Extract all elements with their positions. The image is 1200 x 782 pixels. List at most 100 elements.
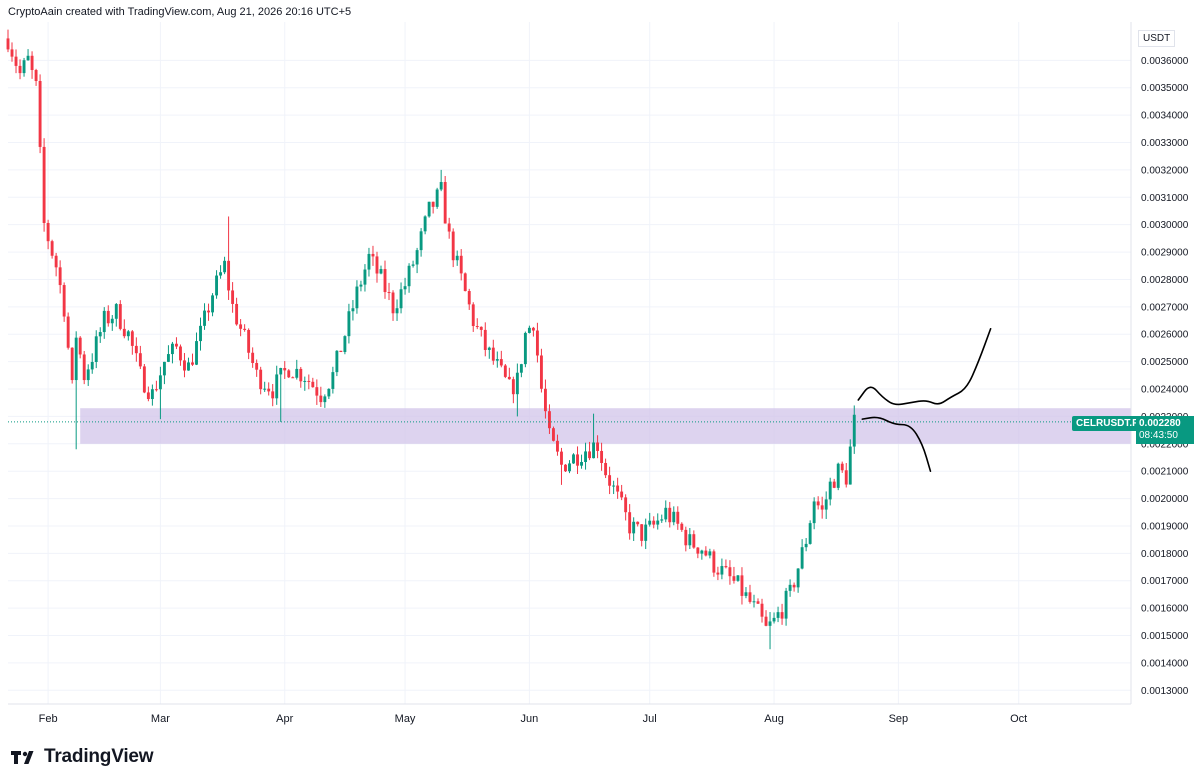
candle-body xyxy=(812,501,816,524)
candle-body xyxy=(291,377,295,379)
price-tick-label: 0.0027000 xyxy=(1141,302,1189,313)
candle-body xyxy=(142,366,146,393)
candle-body xyxy=(543,388,547,412)
candle-body xyxy=(620,491,624,498)
price-tick-label: 0.0028000 xyxy=(1141,275,1189,286)
candle-body xyxy=(90,361,94,370)
candle-body xyxy=(150,389,154,400)
brand[interactable]: TradingView xyxy=(10,744,154,770)
candle-body xyxy=(415,250,419,265)
candle-body xyxy=(568,463,571,472)
candle-body xyxy=(455,255,459,261)
candle-body xyxy=(844,470,848,485)
candle-body xyxy=(22,60,26,74)
candle-body xyxy=(122,328,126,337)
candle-body xyxy=(832,481,836,488)
candle-body xyxy=(255,362,259,370)
candle-body xyxy=(820,505,824,510)
candle-body xyxy=(70,347,74,381)
time-axis[interactable]: Feb Mar Apr May Jun Jul Aug Sep Oct xyxy=(39,713,1028,725)
candle-body xyxy=(134,345,138,354)
projection-path[interactable] xyxy=(857,327,992,406)
candle-body xyxy=(175,343,178,347)
candle-body xyxy=(495,359,499,361)
candle-body xyxy=(158,375,162,390)
candle-body xyxy=(138,353,142,367)
candle-body xyxy=(395,308,399,314)
candle-body xyxy=(535,330,539,356)
support-zone[interactable] xyxy=(80,408,1131,444)
price-tick-label: 0.0020000 xyxy=(1141,494,1189,505)
price-tick-label: 0.0013000 xyxy=(1141,686,1189,697)
candle-body xyxy=(419,231,423,251)
price-tick-label: 0.0029000 xyxy=(1141,248,1189,259)
candle-body xyxy=(303,380,307,382)
last-price-tag[interactable]: 0.002280 08:43:50 xyxy=(1136,416,1194,444)
price-tick-label: 0.0015000 xyxy=(1141,631,1189,642)
projection-path[interactable] xyxy=(861,416,932,472)
candle-body xyxy=(78,337,82,355)
candle-body xyxy=(676,511,680,524)
candle-body xyxy=(166,354,170,362)
candle-body xyxy=(287,370,291,378)
candle-body xyxy=(187,362,190,371)
last-price-value: 0.002280 xyxy=(1139,418,1181,429)
candle-body xyxy=(114,304,118,319)
candle-body xyxy=(435,189,439,207)
time-tick-label: Jun xyxy=(521,713,539,725)
candle-body xyxy=(596,442,600,451)
candle-body xyxy=(18,65,22,74)
candle-body xyxy=(279,368,283,375)
candle-body xyxy=(335,350,339,373)
candle-body xyxy=(515,372,519,395)
candle-body xyxy=(110,318,114,324)
time-tick-label: Sep xyxy=(889,713,909,725)
candle-body xyxy=(331,372,335,389)
candle-body xyxy=(259,369,263,390)
price-axis[interactable]: 0.0013000 0.0014000 0.0015000 0.0016000 0.00… xyxy=(1141,56,1189,697)
candle-body xyxy=(243,328,247,330)
candle-body xyxy=(126,331,130,337)
price-tick-label: 0.0018000 xyxy=(1141,549,1189,560)
candle-body xyxy=(263,388,267,390)
price-tick-label: 0.0024000 xyxy=(1141,385,1189,396)
price-tick-label: 0.0033000 xyxy=(1141,138,1189,149)
candle-body xyxy=(387,292,391,294)
time-tick-label: Jul xyxy=(643,713,657,725)
candle-body xyxy=(299,368,303,382)
candle-body xyxy=(38,80,42,147)
candle-body xyxy=(355,286,359,309)
candle-body xyxy=(82,354,86,381)
candle-body xyxy=(704,550,708,556)
candle-body xyxy=(319,395,323,403)
candle-body xyxy=(154,389,158,391)
chart-attribution: CryptoAain created with TradingView.com,… xyxy=(8,6,352,18)
candle-body xyxy=(772,617,776,622)
candle-body xyxy=(323,396,327,403)
candle-body xyxy=(756,601,760,604)
price-tick-label: 0.0034000 xyxy=(1141,111,1189,122)
candle-body xyxy=(840,463,844,471)
currency-label[interactable]: USDT xyxy=(1138,30,1176,47)
candle-body xyxy=(311,381,315,388)
candle-body xyxy=(764,616,768,626)
price-tick-label: 0.0035000 xyxy=(1141,83,1189,94)
candle-body xyxy=(14,56,18,66)
candle-body xyxy=(800,547,804,569)
candle-body xyxy=(552,428,555,441)
price-tick-label: 0.0030000 xyxy=(1141,220,1189,231)
candle-body xyxy=(716,572,720,575)
price-tick-label: 0.0036000 xyxy=(1141,56,1189,67)
candle-body xyxy=(523,332,527,365)
candle-body xyxy=(692,534,696,548)
time-tick-label: Oct xyxy=(1010,713,1027,725)
candle-body xyxy=(664,507,668,520)
price-tick-label: 0.0022000 xyxy=(1141,439,1189,450)
symbol-tag[interactable]: CELRUSDT.P xyxy=(1072,416,1143,431)
candle-body xyxy=(487,347,491,350)
candle-body xyxy=(608,475,612,486)
candle-body xyxy=(247,329,251,353)
projection-drawings[interactable] xyxy=(857,327,992,472)
candle-body xyxy=(447,223,451,232)
